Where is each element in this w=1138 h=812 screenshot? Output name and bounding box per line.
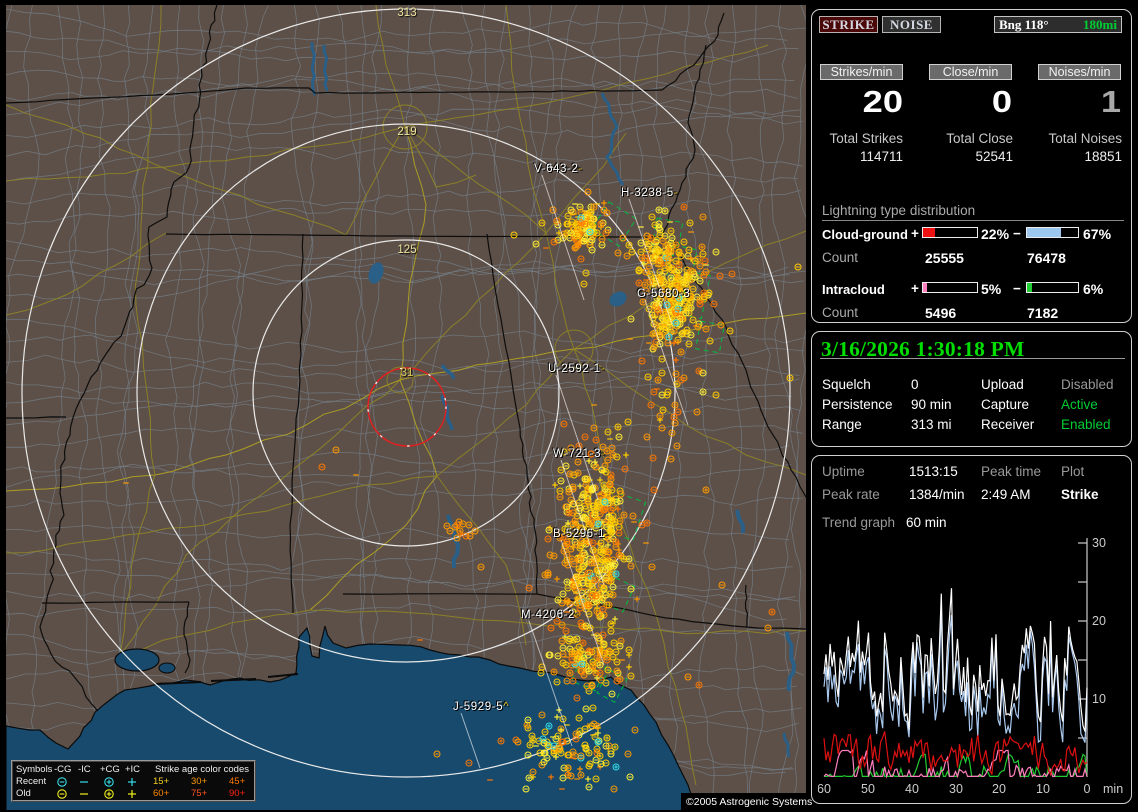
svg-text:20: 20	[1092, 614, 1106, 628]
svg-text:50: 50	[861, 782, 875, 796]
svg-text:20: 20	[992, 782, 1006, 796]
svg-text:219: 219	[397, 126, 416, 138]
svg-text:30: 30	[1092, 537, 1106, 550]
svg-text:30: 30	[949, 782, 963, 796]
svg-text:W-721-3-: W-721-3-	[553, 448, 606, 460]
svg-text:V-643-2-: V-643-2-	[534, 163, 583, 175]
svg-text:G-5680-3: G-5680-3	[637, 288, 690, 300]
svg-text:10: 10	[1036, 782, 1050, 796]
svg-text:U-2592-1-: U-2592-1-	[548, 363, 605, 375]
svg-text:60: 60	[818, 782, 831, 796]
svg-text:B-5296-1-: B-5296-1-	[553, 528, 610, 540]
svg-text:J-5929-5^: J-5929-5^	[453, 701, 509, 713]
svg-text:min: min	[1103, 782, 1123, 796]
svg-text:10: 10	[1092, 692, 1106, 706]
svg-text:0: 0	[1084, 782, 1091, 796]
svg-text:313: 313	[397, 7, 416, 19]
svg-text:40: 40	[905, 782, 919, 796]
svg-text:31: 31	[401, 367, 414, 379]
svg-text:125: 125	[397, 244, 416, 256]
svg-text:M-4206-2-: M-4206-2-	[521, 609, 579, 621]
svg-text:H-3238-5-: H-3238-5-	[621, 187, 678, 199]
